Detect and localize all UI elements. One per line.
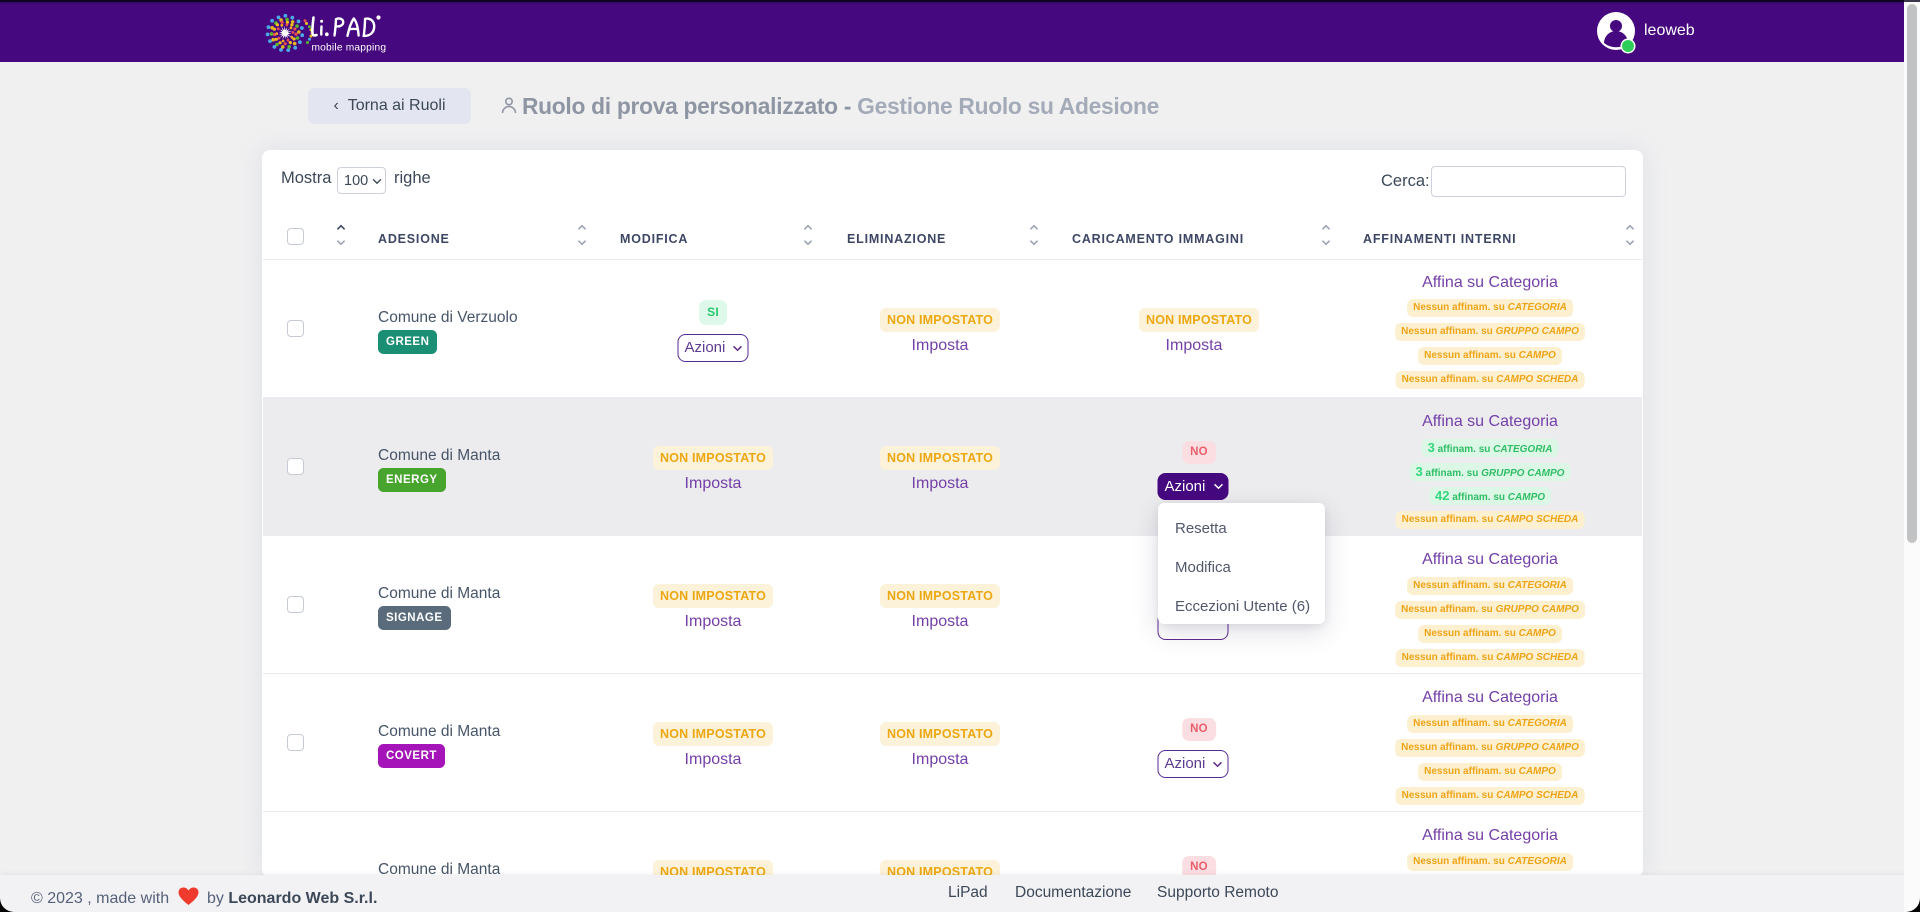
svg-text:mobile mapping: mobile mapping [312, 43, 387, 54]
